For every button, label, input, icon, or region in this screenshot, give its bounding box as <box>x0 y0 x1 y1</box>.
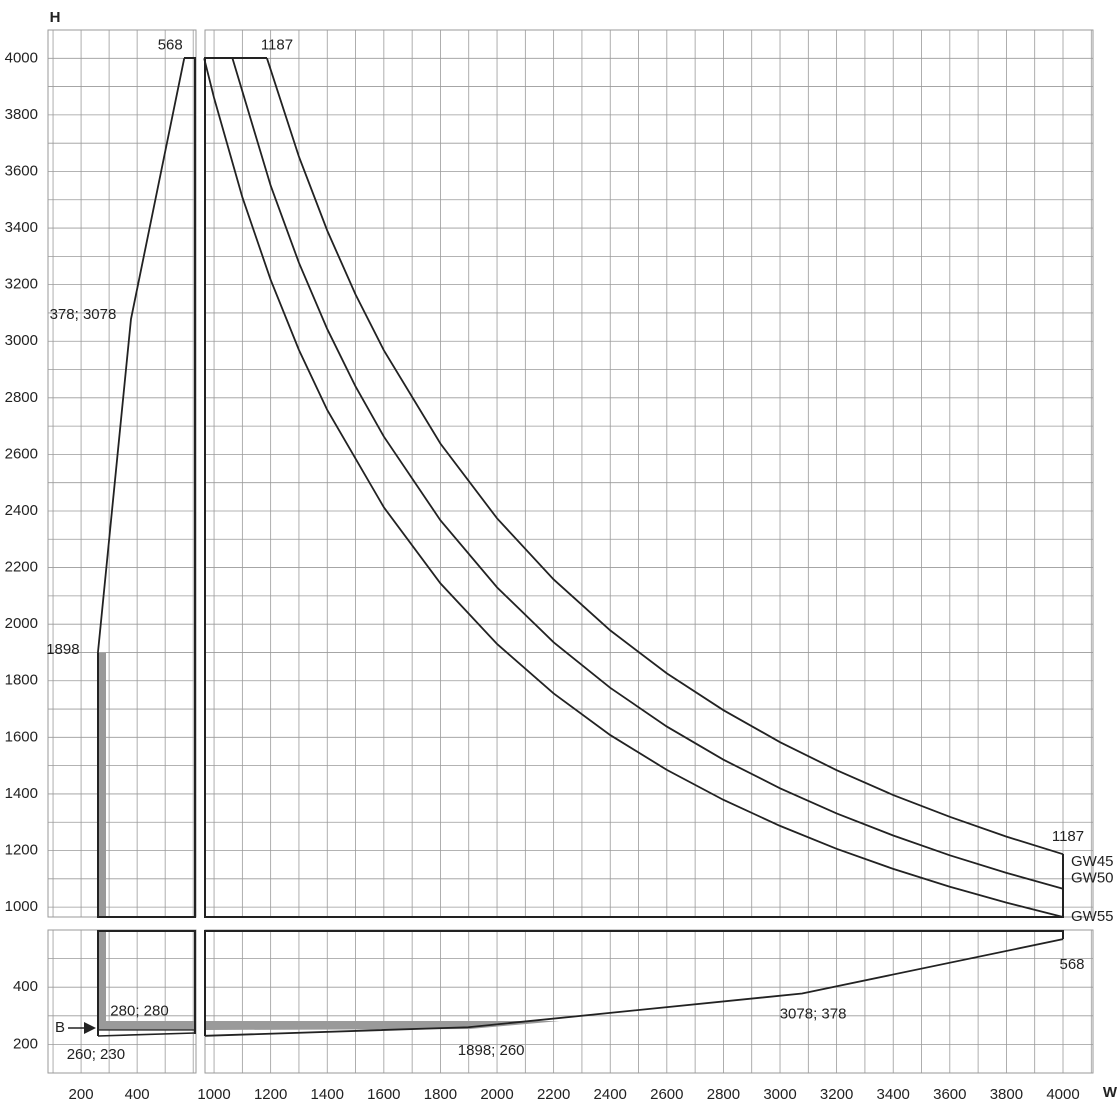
curve <box>96 58 186 654</box>
x-tick-label: 1400 <box>311 1086 344 1103</box>
annotation: 1898; 260 <box>458 1042 525 1059</box>
x-tick-label: 4000 <box>1046 1086 1079 1103</box>
x-tick-label: 3600 <box>933 1086 966 1103</box>
x-tick-label: 3400 <box>877 1086 910 1103</box>
x-tick-label: 2200 <box>537 1086 570 1103</box>
annotation: 260; 230 <box>67 1046 125 1063</box>
x-tick-label: 400 <box>125 1086 150 1103</box>
x-tick-label: 2800 <box>707 1086 740 1103</box>
y-tick-label: 1600 <box>5 728 38 745</box>
annotation: 378; 3078 <box>50 306 117 323</box>
y-tick-label: 200 <box>13 1035 38 1052</box>
annotation: 1187 <box>1052 828 1084 845</box>
y-tick-label: 1400 <box>5 785 38 802</box>
shaded-band <box>98 653 106 917</box>
x-tick-label: 3800 <box>990 1086 1023 1103</box>
y-tick-label: 3800 <box>5 106 38 123</box>
curve <box>231 58 1064 890</box>
y-tick-label: 1800 <box>5 672 38 689</box>
panel <box>47 29 197 918</box>
annotation: 568 <box>158 36 183 53</box>
x-tick-label: 1600 <box>367 1086 400 1103</box>
y-tick-label: 2000 <box>5 615 38 632</box>
y-tick-label: 4000 <box>5 49 38 66</box>
panel <box>204 929 1094 1074</box>
shaded-band <box>98 931 106 1021</box>
y-tick-label: 1000 <box>5 898 38 915</box>
shaded-band <box>98 1021 195 1030</box>
x-tick-label: 2000 <box>480 1086 513 1103</box>
x-tick-label: 1000 <box>197 1086 230 1103</box>
x-axis-title: W <box>1103 1084 1118 1101</box>
y-tick-label: 2400 <box>5 502 38 519</box>
y-tick-label: 400 <box>13 978 38 995</box>
y-tick-label: 1200 <box>5 841 38 858</box>
y-tick-label: 3600 <box>5 162 38 179</box>
series-label: GW45 <box>1071 853 1114 870</box>
annotation: 568 <box>1059 956 1084 973</box>
annotation: 1898 <box>46 641 79 658</box>
x-tick-label: 2600 <box>650 1086 683 1103</box>
plot-panels <box>47 29 1094 1074</box>
annotation: 3078; 378 <box>780 1005 847 1022</box>
series-label: GW55 <box>1071 908 1114 925</box>
x-tick-label: 1200 <box>254 1086 287 1103</box>
annotation: 280; 280 <box>110 1002 168 1019</box>
y-tick-label: 3200 <box>5 276 38 293</box>
x-tick-label: 3200 <box>820 1086 853 1103</box>
frame <box>97 57 196 918</box>
curve <box>203 58 1064 918</box>
frame <box>97 930 196 1036</box>
y-tick-label: 3000 <box>5 332 38 349</box>
panel <box>204 29 1094 918</box>
x-tick-label: 200 <box>69 1086 94 1103</box>
curve <box>266 58 1064 856</box>
series-label: GW50 <box>1071 870 1114 887</box>
frames <box>68 57 1064 1037</box>
marker-label: B <box>55 1019 65 1036</box>
frame <box>204 57 1064 918</box>
arrow-head <box>84 1022 96 1034</box>
x-tick-label: 3000 <box>763 1086 796 1103</box>
y-tick-label: 2600 <box>5 445 38 462</box>
frame <box>204 930 1064 1036</box>
x-tick-label: 2400 <box>594 1086 627 1103</box>
frame <box>97 1032 196 1037</box>
y-tick-label: 2200 <box>5 559 38 576</box>
curve <box>204 938 1064 1037</box>
y-tick-label: 2800 <box>5 389 38 406</box>
annotation: 1187 <box>261 36 293 53</box>
y-axis-title: H <box>50 9 61 26</box>
y-tick-label: 3400 <box>5 219 38 236</box>
x-tick-label: 1800 <box>424 1086 457 1103</box>
